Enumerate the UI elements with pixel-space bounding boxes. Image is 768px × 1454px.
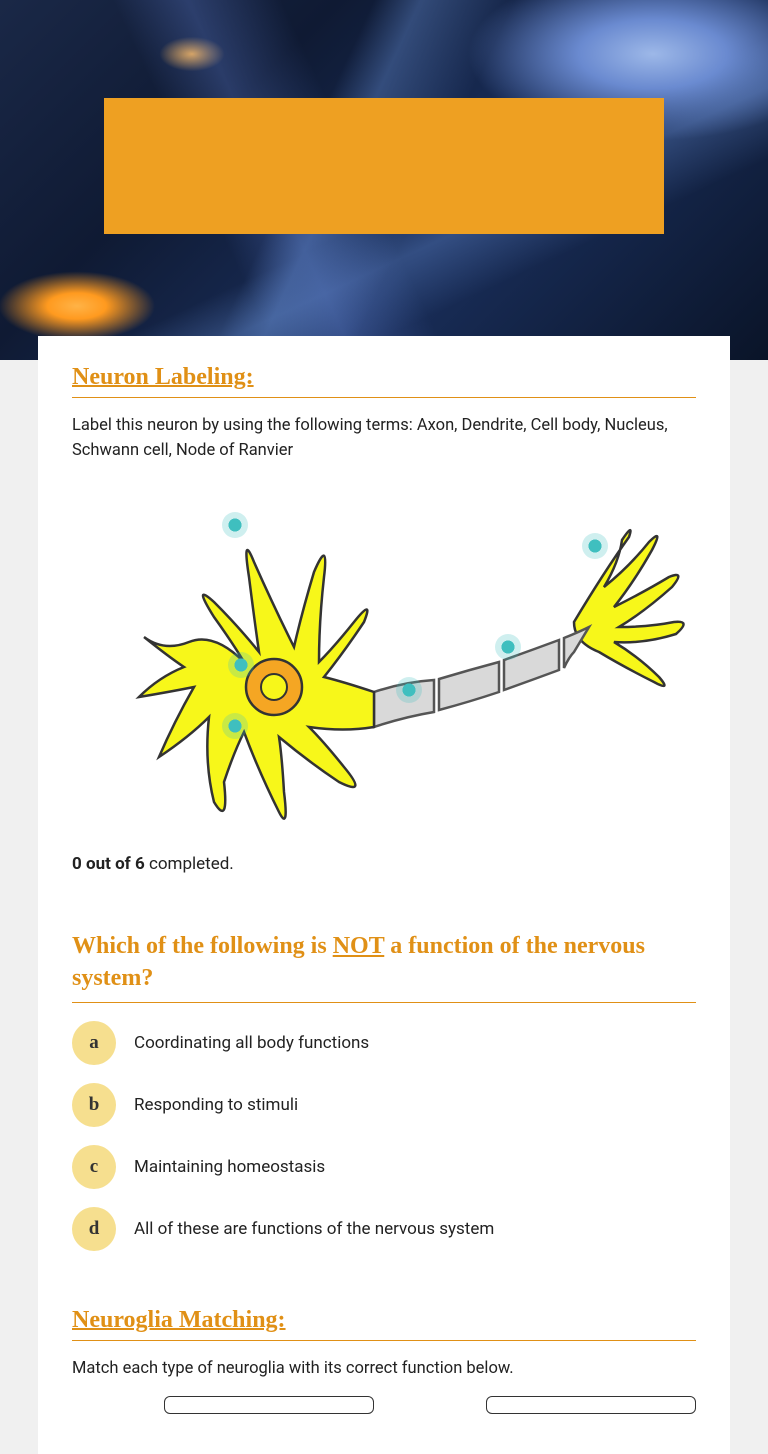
q2-stem-not: NOT bbox=[333, 933, 385, 959]
section1-instructions: Label this neuron by using the following… bbox=[72, 414, 696, 464]
axonterminal-hotspot[interactable] bbox=[582, 533, 608, 559]
progress-suffix: completed. bbox=[145, 854, 234, 874]
match-box-2[interactable] bbox=[486, 1396, 696, 1414]
ranvier-hotspot[interactable] bbox=[495, 634, 521, 660]
neuron-diagram bbox=[74, 482, 694, 842]
progress-count: 0 out of 6 bbox=[72, 854, 145, 874]
progress-text: 0 out of 6 completed. bbox=[72, 854, 696, 874]
choice-text-b: Responding to stimuli bbox=[134, 1095, 298, 1115]
question2-title: Which of the following is NOT a function… bbox=[72, 930, 696, 995]
choice-letter-c: c bbox=[72, 1145, 116, 1189]
schwann-hotspot[interactable] bbox=[396, 677, 422, 703]
choice-letter-a: a bbox=[72, 1021, 116, 1065]
choice-c[interactable]: c Maintaining homeostasis bbox=[72, 1145, 696, 1189]
choice-letter-b: b bbox=[72, 1083, 116, 1127]
hero-banner bbox=[0, 0, 768, 360]
dendrite-hotspot[interactable] bbox=[222, 512, 248, 538]
section3-title: Neuroglia Matching: bbox=[72, 1307, 696, 1334]
choices-list: a Coordinating all body functions b Resp… bbox=[72, 1021, 696, 1251]
match-box-1[interactable] bbox=[164, 1396, 374, 1414]
hero-title-box bbox=[104, 98, 664, 234]
question2-rule bbox=[72, 1002, 696, 1003]
choice-text-c: Maintaining homeostasis bbox=[134, 1157, 325, 1177]
nucleus-hotspot[interactable] bbox=[228, 652, 254, 678]
match-row bbox=[72, 1396, 696, 1414]
choice-letter-d: d bbox=[72, 1207, 116, 1251]
choice-text-a: Coordinating all body functions bbox=[134, 1033, 369, 1053]
choice-d[interactable]: d All of these are functions of the nerv… bbox=[72, 1207, 696, 1251]
section3-instructions: Match each type of neuroglia with its co… bbox=[72, 1357, 696, 1382]
section3-rule bbox=[72, 1340, 696, 1341]
choice-a[interactable]: a Coordinating all body functions bbox=[72, 1021, 696, 1065]
cellbody-hotspot[interactable] bbox=[222, 713, 248, 739]
choice-text-d: All of these are functions of the nervou… bbox=[134, 1219, 494, 1239]
section1-title: Neuron Labeling: bbox=[72, 364, 696, 391]
section1-rule bbox=[72, 397, 696, 398]
worksheet-card: Neuron Labeling: Label this neuron by us… bbox=[38, 336, 730, 1454]
q2-stem-before: Which of the following is bbox=[72, 933, 333, 959]
choice-b[interactable]: b Responding to stimuli bbox=[72, 1083, 696, 1127]
